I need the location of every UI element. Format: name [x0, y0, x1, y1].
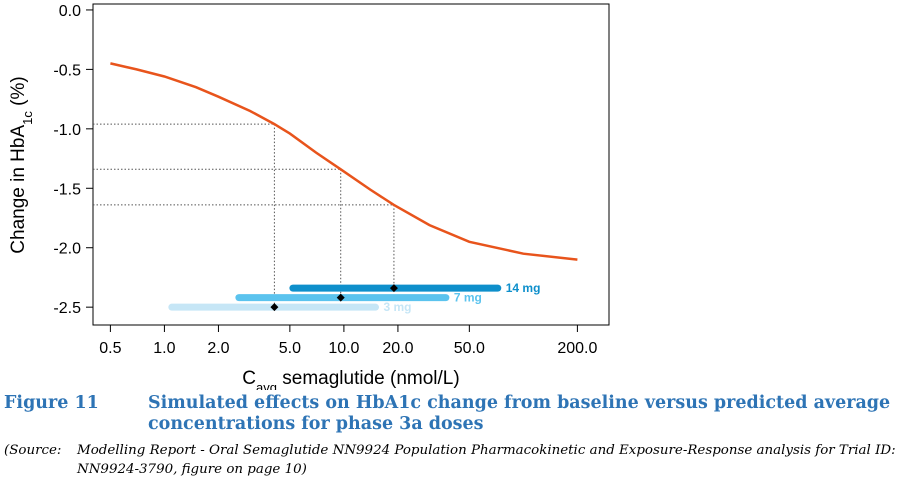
- dose-label-1: 7 mg: [454, 291, 482, 305]
- y-axis-label: Change in HbA1c (%): [8, 76, 35, 253]
- median-marker-0: [270, 303, 279, 312]
- y-tick-label-5: -2.5: [53, 300, 81, 317]
- y-axis-label-rest: (%): [8, 76, 29, 111]
- y-axis-label-sub: 1c: [20, 111, 35, 125]
- y-tick-label-2: -1.0: [53, 122, 81, 139]
- source-lead: (Source:: [4, 443, 62, 458]
- plot-frame: [92, 3, 610, 326]
- source-text: Modelling Report - Oral Semaglutide NN99…: [77, 443, 896, 477]
- dose-bands: 3 mg 7 mg 14 mg: [168, 281, 541, 314]
- y-tick-label-4: -2.0: [53, 241, 81, 258]
- y-tick-label-0: 0.0: [59, 3, 81, 20]
- reference-lines: [93, 123, 395, 308]
- x-axis-label: Cavg semaglutide (nmol/L): [242, 368, 459, 390]
- x-tick-label-4: 10.0: [328, 340, 359, 357]
- y-axis-label-main: Change in HbA: [8, 125, 29, 254]
- x-tick-label-2: 2.0: [207, 340, 229, 357]
- dose-label-0: 3 mg: [383, 300, 411, 314]
- x-tick-label-7: 200.0: [557, 340, 597, 357]
- x-tick-label-1: 1.0: [153, 340, 175, 357]
- dose-label-2: 14 mg: [506, 281, 541, 295]
- x-axis-label-sub: avg: [256, 380, 277, 391]
- response-curve: [110, 62, 578, 261]
- x-axis-label-main: C: [242, 368, 256, 389]
- figure-title: Simulated effects on HbA1c change from b…: [148, 393, 891, 434]
- median-markers: [270, 284, 398, 312]
- median-marker-1: [336, 293, 345, 302]
- median-marker-2: [389, 284, 398, 293]
- x-axis: 0.5 1.0 2.0 5.0 10.0 20.0 50.0 200.0: [99, 325, 598, 357]
- exposure-response-chart: 3 mg 7 mg 14 mg 0.5 1.0 2.0 5.0 10.0 20.0 50.0 20…: [8, 3, 610, 390]
- x-tick-label-6: 50.0: [454, 340, 485, 357]
- y-tick-label-3: -1.5: [53, 181, 81, 198]
- y-axis: 0.0 -0.5 -1.0 -1.5 -2.0 -2.5: [53, 3, 93, 317]
- y-tick-label-1: -0.5: [53, 62, 81, 79]
- figure-number: Figure 11: [4, 393, 99, 413]
- x-tick-label-3: 5.0: [279, 340, 301, 357]
- x-axis-label-rest: semaglutide (nmol/L): [277, 368, 460, 389]
- x-tick-label-5: 20.0: [382, 340, 413, 357]
- x-tick-label-0: 0.5: [99, 340, 121, 357]
